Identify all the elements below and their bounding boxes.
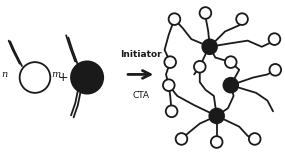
Ellipse shape [163,79,175,91]
Ellipse shape [236,13,248,25]
Ellipse shape [169,13,180,25]
Ellipse shape [211,136,223,148]
Ellipse shape [202,39,217,54]
Ellipse shape [249,133,260,145]
Ellipse shape [71,61,103,94]
Ellipse shape [200,7,211,19]
Ellipse shape [270,64,281,76]
Ellipse shape [164,56,176,68]
Ellipse shape [20,62,50,93]
Ellipse shape [225,56,237,68]
Ellipse shape [166,105,178,117]
Text: Initiator: Initiator [120,50,161,59]
Text: m: m [51,70,60,79]
Ellipse shape [176,133,187,145]
Ellipse shape [209,108,224,123]
Text: CTA: CTA [132,91,149,100]
Ellipse shape [269,33,280,45]
Ellipse shape [194,61,205,73]
Text: +: + [58,71,68,84]
Text: n: n [1,70,7,79]
Ellipse shape [223,78,238,93]
